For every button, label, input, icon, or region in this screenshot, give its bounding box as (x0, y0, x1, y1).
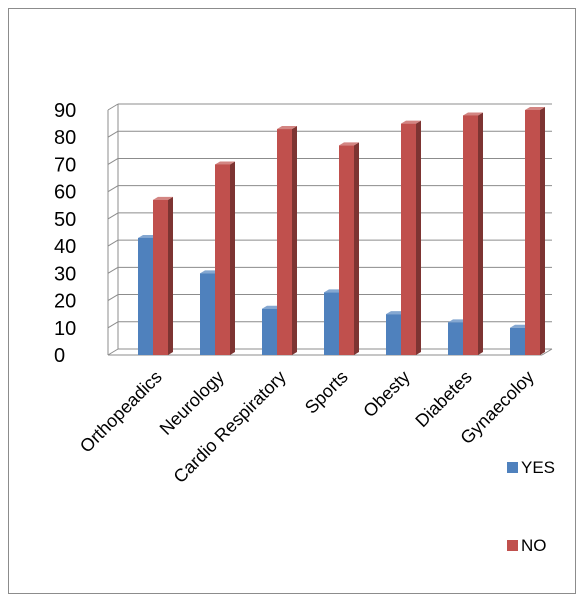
bar-front (386, 314, 401, 355)
y-tick-label: 10 (54, 318, 76, 340)
bar-side (168, 197, 173, 355)
bar-no-5 (463, 112, 483, 355)
bar-front (401, 124, 416, 355)
bar-no-6 (525, 107, 545, 355)
y-tick-label: 90 (54, 100, 76, 122)
bar-no-2 (277, 126, 297, 355)
y-tick-label: 30 (54, 263, 76, 285)
y-tick-label: 80 (54, 127, 76, 149)
legend-label-no: NO (521, 536, 547, 555)
bar-no-3 (339, 142, 359, 355)
legend-swatch-yes (507, 462, 518, 473)
bar-no-0 (153, 197, 173, 355)
bar-side (540, 107, 545, 355)
bar-front (138, 238, 153, 355)
bar-front (339, 145, 354, 355)
bar-front (153, 200, 168, 355)
bar-front (448, 322, 463, 355)
bar-front (525, 110, 540, 355)
bar-side (230, 161, 235, 355)
bar-front (510, 328, 525, 355)
y-tick-label: 70 (54, 154, 76, 176)
y-tick-label: 20 (54, 291, 76, 313)
bar-front (277, 129, 292, 355)
y-tick-label: 50 (54, 209, 76, 231)
bar-front (324, 292, 339, 355)
bar-front (463, 115, 478, 355)
bar-front (200, 273, 215, 355)
bar-side (292, 126, 297, 355)
bar-no-1 (215, 161, 235, 355)
bar-side (478, 112, 483, 355)
legend-swatch-no (507, 540, 518, 551)
y-tick-label: 40 (54, 236, 76, 258)
bar-front (215, 164, 230, 355)
bar-front (262, 309, 277, 355)
bar-no-4 (401, 121, 421, 355)
bar-side (416, 121, 421, 355)
y-tick-label: 0 (54, 345, 65, 367)
y-tick-label: 60 (54, 182, 76, 204)
bar-side (354, 142, 359, 355)
legend-label-yes: YES (521, 458, 555, 477)
